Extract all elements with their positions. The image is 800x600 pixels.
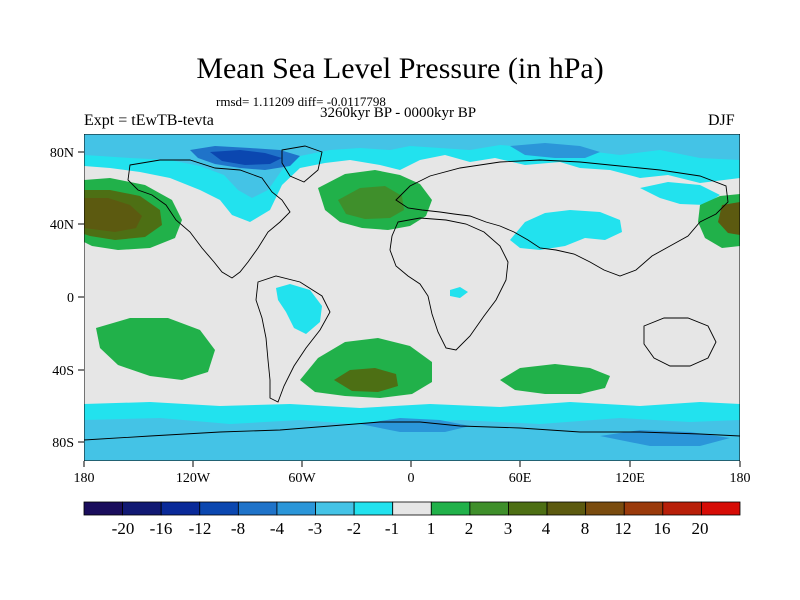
colorbar-swatch — [160, 501, 201, 516]
south-america-coastline — [255, 275, 331, 403]
x-tick-label: 180 — [74, 471, 95, 486]
colorbar-label: -2 — [347, 519, 361, 538]
north-america-coastline — [127, 159, 291, 279]
colorbar — [83, 501, 741, 516]
greenland-coastline — [281, 145, 323, 183]
x-axis: 180 120W 60W 0 60E 120E 180 — [74, 461, 751, 486]
y-tick-label: 40S — [52, 364, 74, 379]
europe-asia-coastline — [395, 159, 729, 277]
colorbar-label: -20 — [112, 519, 135, 538]
colorbar-label: 2 — [465, 519, 474, 538]
africa-coastline — [389, 217, 509, 351]
season-label: DJF — [708, 112, 735, 129]
colorbar-swatch — [83, 501, 123, 516]
colorbar-swatch — [392, 501, 432, 516]
greenland-negative-core — [210, 150, 282, 165]
colorbar-swatch — [508, 501, 548, 516]
equatorial-atlantic-negative-anomaly — [450, 287, 468, 298]
y-tick-label: 0 — [67, 291, 74, 306]
colorbar-label: 20 — [692, 519, 709, 538]
x-tick-label: 120E — [615, 471, 645, 486]
colorbar-label: 8 — [581, 519, 590, 538]
colorbar-swatch — [199, 501, 239, 516]
colorbar-label: -3 — [308, 519, 322, 538]
colorbar-label: 3 — [504, 519, 513, 538]
colorbar-swatch — [662, 501, 702, 516]
experiment-label: Expt = tEwTB-tevta — [84, 112, 214, 129]
y-axis: 80N 40N 0 40S 80S — [50, 146, 84, 451]
antarctica-coastline — [84, 421, 740, 441]
colorbar-swatch — [469, 501, 509, 516]
colorbar-swatch — [623, 501, 664, 516]
colorbar-label: 4 — [542, 519, 551, 538]
x-tick-label: 180 — [730, 471, 751, 486]
colorbar-label: 1 — [427, 519, 436, 538]
north-atlantic-positive-core — [338, 186, 404, 219]
map-title: Mean Sea Level Pressure (in hPa) — [196, 52, 604, 85]
middle-east-negative-anomaly — [510, 210, 622, 250]
south-indian-positive-anomaly — [500, 364, 610, 394]
west-pacific-positive-core — [718, 202, 740, 235]
south-america-negative-anomaly — [276, 284, 322, 334]
south-atlantic-positive-anomaly — [300, 338, 432, 398]
colorbar-label: -16 — [150, 519, 173, 538]
colorbar-label: -12 — [189, 519, 212, 538]
south-atlantic-positive-core — [334, 368, 398, 392]
x-tick-label: 120W — [176, 471, 211, 486]
australia-coastline — [643, 317, 717, 367]
x-tick-label: 60W — [288, 471, 316, 486]
colorbar-swatch — [430, 501, 471, 516]
colorbar-label: -1 — [385, 519, 399, 538]
colorbar-label: -8 — [231, 519, 245, 538]
antarctica-negative-core — [360, 418, 470, 432]
colorbar-label: -4 — [270, 519, 285, 538]
colorbar-labels: -20 -16 -12 -8 -4 -3 -2 -1 1 2 3 4 8 12 … — [112, 519, 709, 538]
y-tick-label: 80N — [50, 146, 74, 161]
siberia-negative-anomaly — [510, 143, 600, 158]
colorbar-label: 12 — [615, 519, 632, 538]
map-plot-area — [84, 134, 740, 461]
colorbar-swatch — [546, 501, 587, 516]
y-tick-label: 80S — [52, 436, 74, 451]
southern-ocean-negative-core — [84, 418, 740, 461]
y-tick-label: 40N — [50, 218, 74, 233]
north-pacific-positive-peak — [84, 198, 142, 232]
colorbar-swatch — [701, 501, 741, 516]
colorbar-label: 16 — [654, 519, 671, 538]
x-tick-label: 0 — [408, 471, 415, 486]
colorbar-swatch — [237, 501, 278, 516]
stats-subtitle: rmsd= 1.11209 diff= -0.0117798 — [216, 94, 386, 109]
colorbar-swatch — [315, 501, 355, 516]
colorbar-swatch — [122, 501, 162, 516]
colorbar-swatch — [353, 501, 394, 516]
coastlines — [84, 145, 740, 441]
south-pacific-positive-anomaly — [96, 318, 215, 380]
x-tick-label: 60E — [509, 471, 532, 486]
colorbar-swatch — [276, 501, 316, 516]
north-pacific-negative-anomaly — [640, 182, 720, 205]
colorbar-swatch — [585, 501, 625, 516]
period-subtitle: 3260kyr BP - 0000kyr BP — [320, 105, 477, 121]
